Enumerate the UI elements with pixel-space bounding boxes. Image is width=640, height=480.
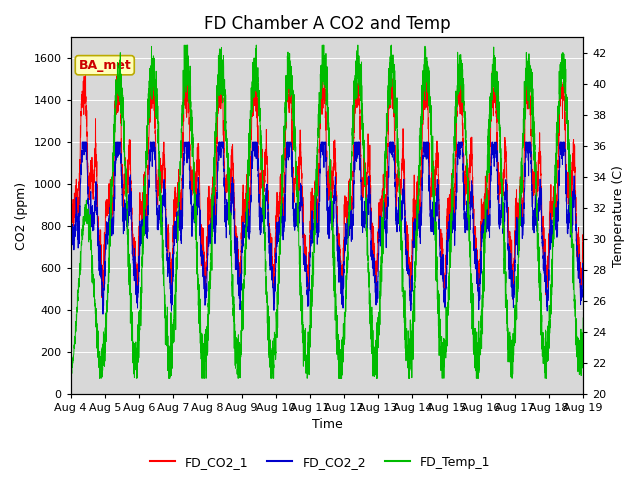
- X-axis label: Time: Time: [312, 419, 342, 432]
- Y-axis label: Temperature (C): Temperature (C): [612, 165, 625, 266]
- Legend: FD_CO2_1, FD_CO2_2, FD_Temp_1: FD_CO2_1, FD_CO2_2, FD_Temp_1: [145, 451, 495, 474]
- Text: BA_met: BA_met: [78, 59, 131, 72]
- Y-axis label: CO2 (ppm): CO2 (ppm): [15, 181, 28, 250]
- Title: FD Chamber A CO2 and Temp: FD Chamber A CO2 and Temp: [204, 15, 451, 33]
